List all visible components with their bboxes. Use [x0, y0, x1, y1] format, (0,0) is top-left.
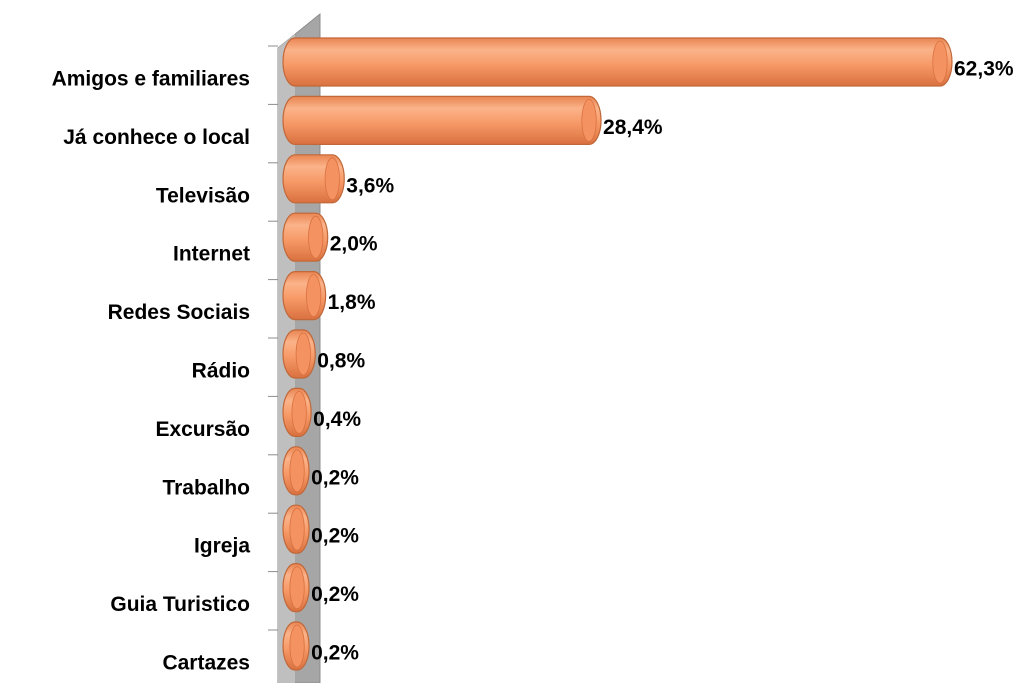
bar-cap	[291, 390, 307, 434]
bar-cap	[295, 332, 311, 376]
bar-cap	[306, 274, 322, 318]
bar-cap	[289, 449, 305, 493]
category-label: Já conhece o local	[63, 126, 250, 149]
value-label: 3,6%	[346, 174, 394, 197]
bar	[282, 95, 602, 146]
value-label: 0,2%	[311, 466, 359, 489]
category-label: Igreja	[194, 535, 250, 558]
bar-cap	[289, 624, 305, 668]
category-label: Trabalho	[162, 476, 250, 499]
bar-cap	[932, 40, 948, 84]
bar-cap	[324, 157, 340, 201]
bar-cap	[289, 507, 305, 551]
value-label: 1,8%	[328, 291, 376, 314]
value-label: 0,2%	[311, 525, 359, 548]
bar	[282, 37, 953, 87]
bar-cap	[289, 566, 305, 609]
value-label: 28,4%	[603, 116, 663, 139]
category-label: Excursão	[155, 418, 250, 441]
category-label: Guia Turistico	[110, 593, 250, 616]
value-label: 0,4%	[313, 408, 361, 431]
category-label: Internet	[173, 243, 250, 266]
category-label: Televisão	[156, 184, 250, 207]
category-label: Rádio	[192, 360, 250, 383]
bar-cap	[308, 215, 324, 259]
category-label: Cartazes	[162, 652, 250, 675]
value-label: 2,0%	[330, 233, 378, 256]
value-label: 62,3%	[954, 58, 1014, 81]
value-label: 0,2%	[311, 583, 359, 606]
value-label: 0,2%	[311, 642, 359, 665]
bar-cap	[581, 99, 597, 142]
category-label: Amigos e familiares	[52, 68, 250, 91]
value-label: 0,8%	[317, 350, 365, 373]
category-label: Redes Sociais	[108, 301, 250, 324]
